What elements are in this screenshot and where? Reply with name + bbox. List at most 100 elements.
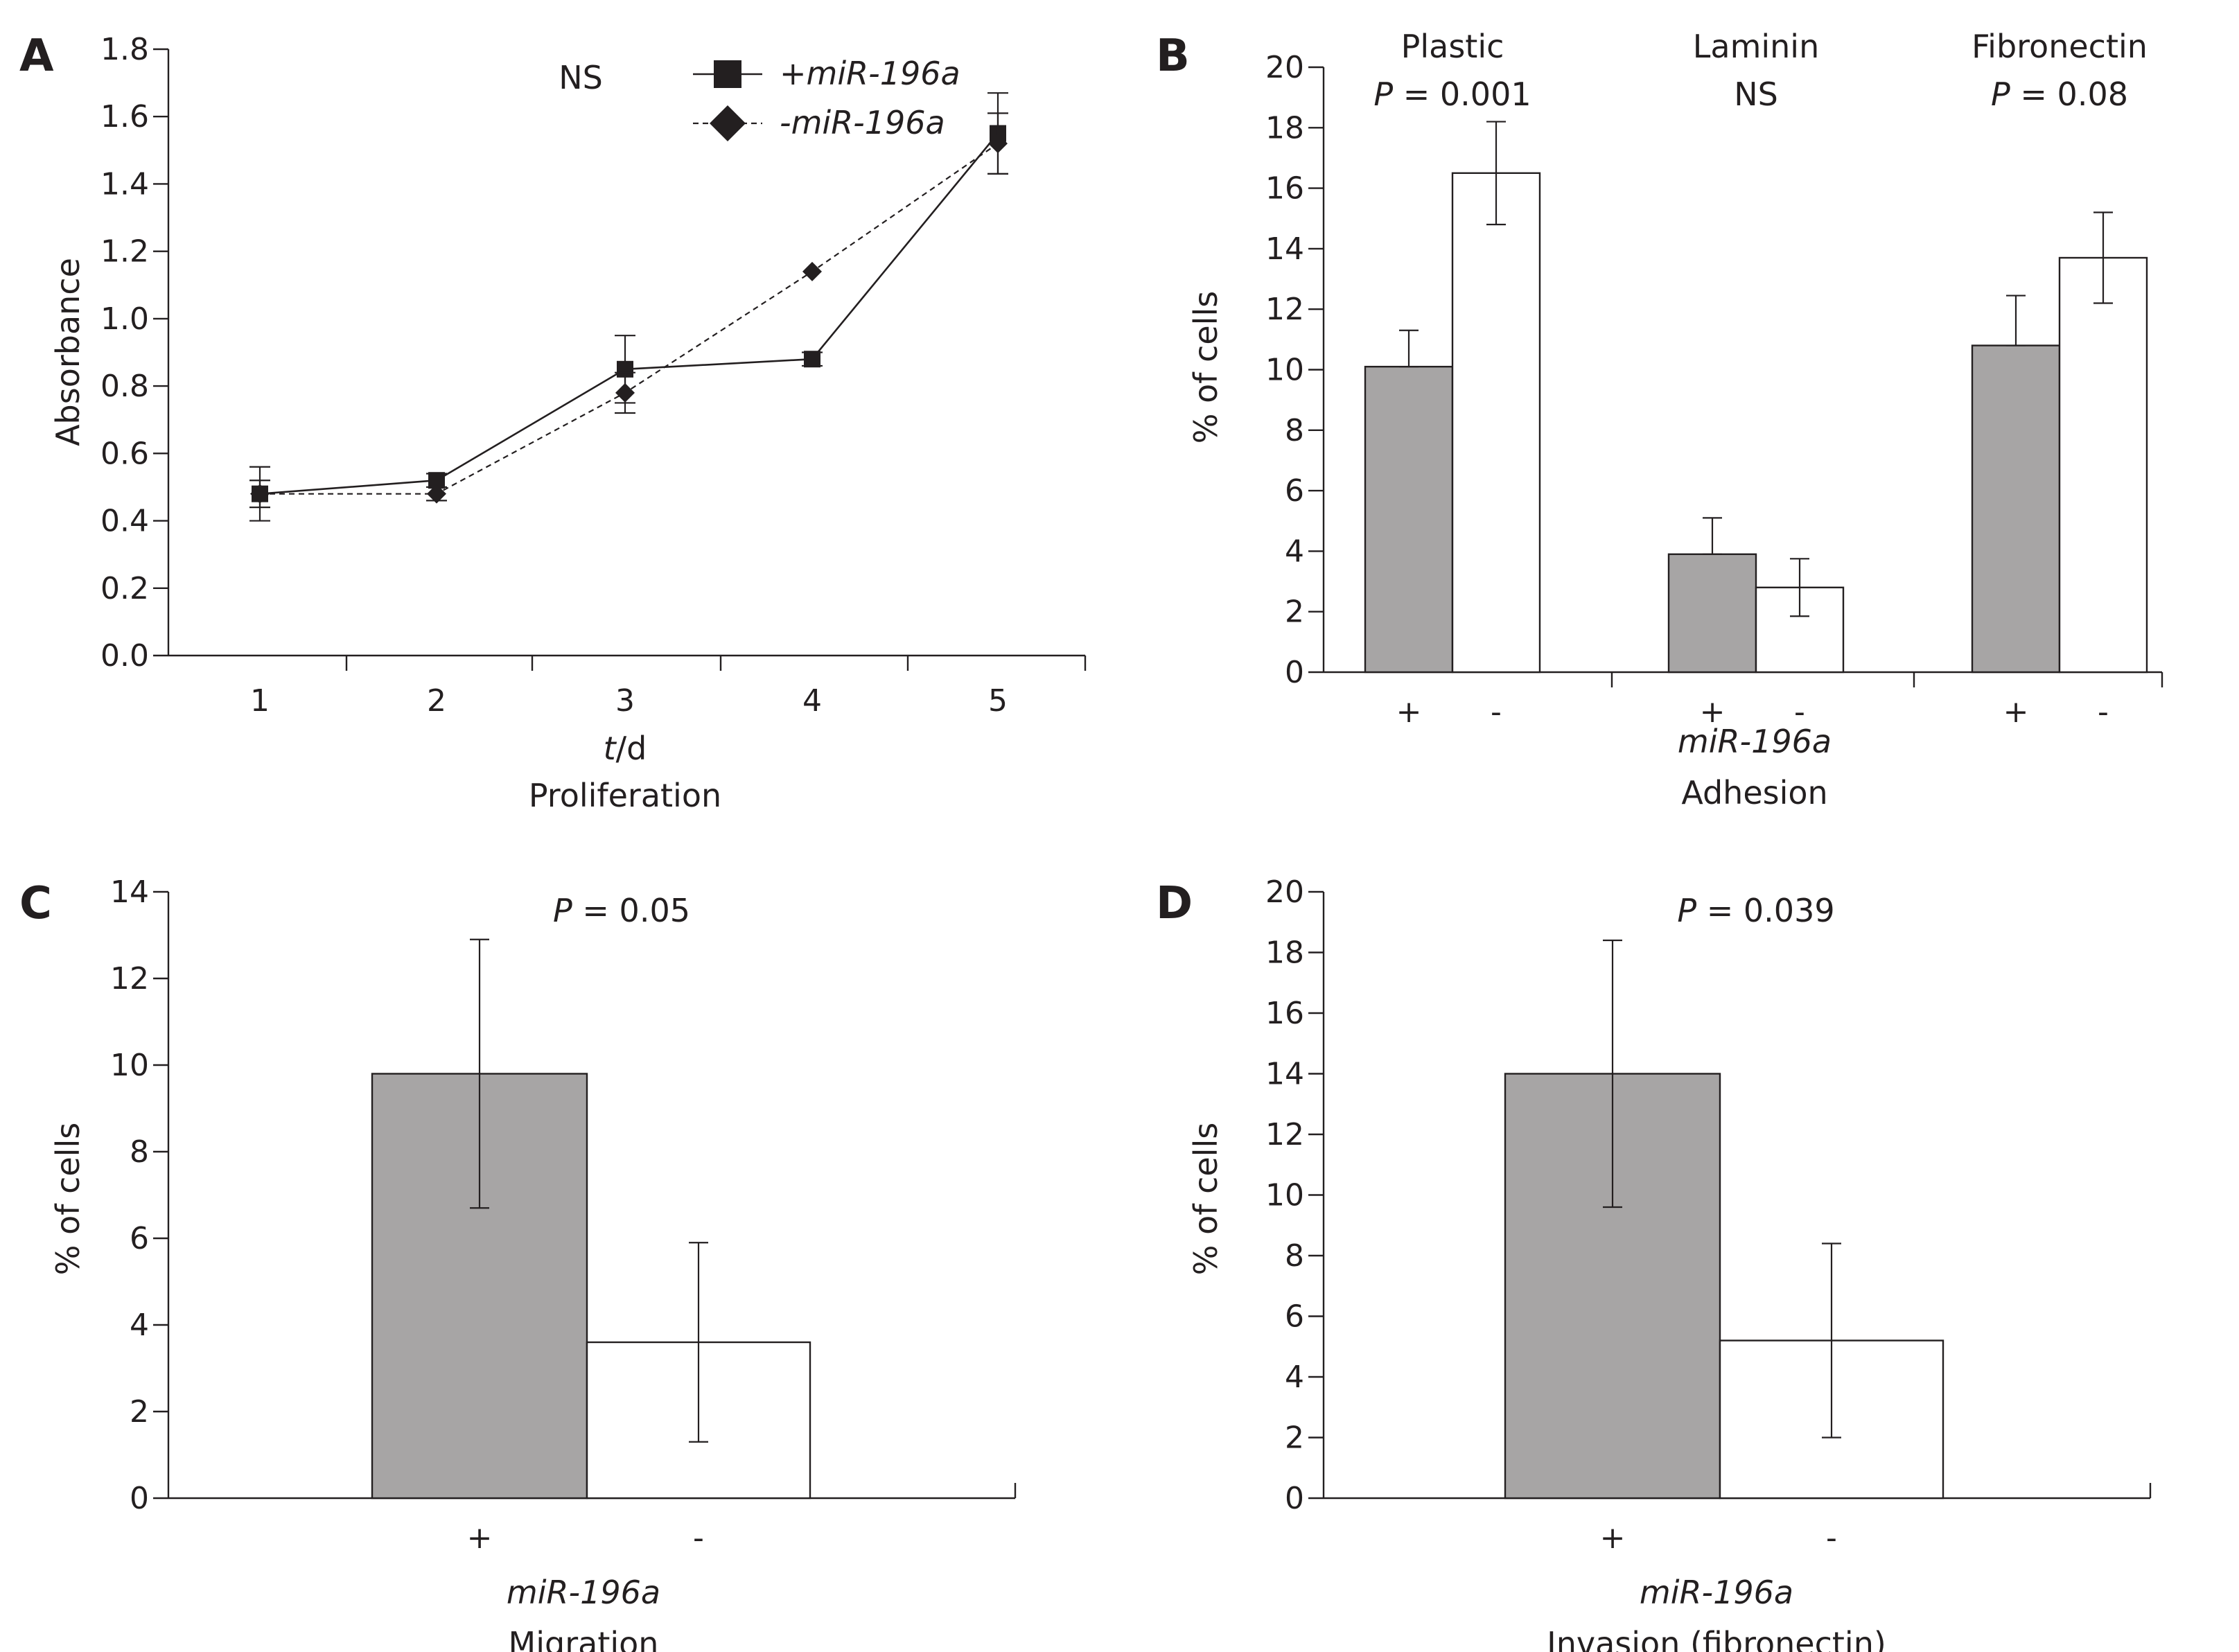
panel-b-y-tick-label: 0 [1285, 655, 1304, 690]
panel-b-bar-plus [1667, 553, 1757, 674]
panel-a-y-tick-label: 0.0 [100, 638, 149, 674]
panel-c-y-tick-label: 12 [110, 961, 149, 996]
panel-a-y-tick-label: 0.8 [100, 369, 149, 404]
panel-a-y-tick-label: 1.8 [100, 32, 149, 67]
legend-label-plus: +miR-196a [780, 55, 960, 92]
panel-a-y-tick-label: 0.2 [100, 571, 149, 606]
panel-a-point-diamond [802, 261, 822, 281]
panel-b-bar-plus [1364, 365, 1454, 674]
panel-b-bar-label-minus: - [2098, 694, 2109, 730]
panel-a-point-diamond [250, 484, 270, 504]
panel-b-y-tick-label: 16 [1265, 171, 1304, 206]
panel-b-bar-minus [2058, 256, 2148, 674]
panel-b-y-tick-label: 10 [1265, 353, 1304, 388]
panel-a: A 0.0 0.2 0.4 0.6 0.8 1.0 1.2 1.4 1.6 1.8 1 2 3 4 5 t/d P… [19, 30, 1087, 814]
panel-c-y-tick-label: 14 [110, 875, 149, 910]
panel-a-y-tick-label: 1.6 [100, 99, 149, 134]
panel-a-point-square [804, 351, 820, 368]
panel-b-subtitle: Adhesion [1681, 774, 1827, 811]
panel-d-y-tick-label: 20 [1265, 875, 1304, 910]
panel-a-point-diamond [615, 383, 635, 403]
panel-c-y-tick-label: 8 [130, 1134, 149, 1170]
panel-b-y-tick-label: 4 [1285, 534, 1304, 569]
panel-b-y-tick-label: 8 [1285, 413, 1304, 448]
panel-a-y-tick-label: 1.4 [100, 166, 149, 202]
legend-label-minus: -miR-196a [780, 104, 945, 141]
panel-b-y-tick-label: 14 [1265, 231, 1304, 267]
panel-b-bar-label-plus: + [2003, 694, 2029, 730]
panel-c-y-label: % of cells [49, 1123, 87, 1275]
panel-a-letter: A [19, 30, 54, 82]
legend-square-marker [714, 60, 741, 88]
panel-b-letter: B [1156, 30, 1190, 82]
panel-a-y-tick-label: 1.0 [100, 301, 149, 337]
panel-b-group-name: Fibronectin [1972, 28, 2148, 65]
panel-c-y-tick-label: 10 [110, 1048, 149, 1083]
panel-a-series-line-plus [259, 132, 999, 495]
panel-c-subtitle: Migration [509, 1625, 659, 1652]
panel-a-annotation: NS [559, 59, 603, 96]
panel-a-legend: +miR-196a -miR-196a [693, 55, 960, 141]
panel-b-x-label: miR-196a [1678, 723, 1832, 760]
panel-b-y-tick-label: 2 [1285, 595, 1304, 630]
panel-c-bar-label-minus: - [693, 1520, 704, 1556]
panel-d-pvalue: P = 0.039 [1677, 892, 1834, 929]
panel-b-group-name: Plastic [1401, 28, 1504, 65]
panel-d-y-label: % of cells [1187, 1123, 1224, 1275]
panel-d: D 0 2 4 6 8 10 12 14 16 18 20 + - P = 0.039 miR-196a Inv… [1156, 875, 2152, 1652]
panel-d-subtitle: Invasion (fibronectin) [1547, 1625, 1886, 1652]
panel-b-y-label: % of cells [1187, 291, 1224, 443]
panel-c-bar-label-plus: + [467, 1520, 493, 1556]
panel-c-y-tick-label: 6 [130, 1221, 149, 1256]
panel-b-bar-plus [1971, 344, 2061, 674]
panel-b-bar-minus [1451, 172, 1541, 674]
panel-d-y-tick-label: 8 [1285, 1238, 1304, 1274]
panel-b-bar-label-plus: + [1396, 694, 1422, 730]
panel-a-point-diamond [427, 484, 446, 504]
panel-a-x-tick-label: 1 [250, 683, 270, 719]
panel-a-x-tick-label: 2 [427, 683, 446, 719]
panel-b-y-tick-label: 18 [1265, 110, 1304, 146]
panel-b: B 0 2 4 6 8 10 12 14 16 18 20 + - Plastic P = 0.001 + - La… [1156, 28, 2163, 811]
panel-a-point-diamond [988, 134, 1008, 154]
panel-c-pvalue: P = 0.05 [553, 892, 690, 929]
panel-a-x-tick-label: 3 [615, 683, 635, 719]
panel-b-group-pvalue: P = 0.08 [1991, 76, 2128, 113]
panel-d-y-tick-label: 6 [1285, 1299, 1304, 1335]
panel-b-bar-label-minus: - [1491, 694, 1502, 730]
panel-d-y-tick-label: 14 [1265, 1057, 1304, 1092]
panel-d-y-tick-label: 0 [1285, 1481, 1304, 1516]
panel-c-y-tick-label: 0 [130, 1481, 149, 1516]
panel-c: C 0 2 4 6 8 10 12 14 + - P = 0.05 miR-196a Migration%… [19, 875, 1017, 1652]
panel-d-y-tick-label: 10 [1265, 1178, 1304, 1213]
panel-a-y-tick-label: 0.4 [100, 504, 149, 539]
panel-d-bar-label-minus: - [1826, 1520, 1837, 1556]
panel-b-y-tick-label: 12 [1265, 292, 1304, 327]
panel-b-bar-label-minus: - [1794, 694, 1805, 730]
panel-a-y-label: Absorbance [49, 258, 87, 446]
panel-b-y-tick-label: 20 [1265, 50, 1304, 85]
panel-d-letter: D [1156, 878, 1193, 929]
panel-b-group-pvalue: NS [1734, 76, 1778, 113]
panel-d-x-label: miR-196a [1640, 1574, 1793, 1611]
panel-a-x-tick-label: 5 [988, 683, 1008, 719]
panel-d-y-tick-label: 4 [1285, 1360, 1304, 1395]
panel-c-y-tick-label: 2 [130, 1394, 149, 1430]
panel-b-group-pvalue: P = 0.001 [1373, 76, 1531, 113]
legend-diamond-marker [710, 105, 746, 141]
panel-c-letter: C [19, 878, 52, 929]
panel-a-y-tick-label: 1.2 [100, 234, 149, 270]
panel-a-subtitle: Proliferation [529, 777, 721, 814]
panel-a-y-tick-label: 0.6 [100, 436, 149, 471]
panel-d-bar-label-plus: + [1600, 1520, 1626, 1556]
panel-d-y-tick-label: 16 [1265, 996, 1304, 1031]
panel-d-y-tick-label: 12 [1265, 1117, 1304, 1152]
panel-c-x-label: miR-196a [507, 1574, 660, 1611]
panel-a-x-label: t/d [604, 730, 647, 767]
panel-b-group-name: Laminin [1693, 28, 1820, 65]
panel-d-y-tick-label: 2 [1285, 1421, 1304, 1456]
panel-d-y-tick-label: 18 [1265, 935, 1304, 971]
panel-b-bar-label-plus: + [1700, 694, 1726, 730]
panel-a-series-line-minus [260, 143, 999, 495]
